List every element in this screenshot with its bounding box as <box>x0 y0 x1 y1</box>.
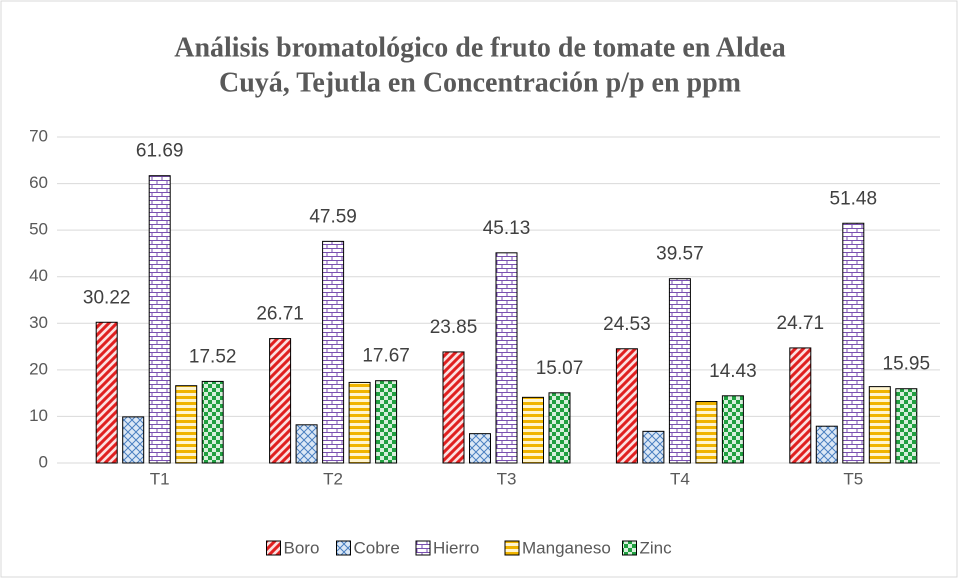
bar <box>442 351 465 464</box>
data-label: 39.57 <box>656 244 704 265</box>
bar <box>868 386 891 464</box>
data-label: 30.22 <box>83 287 131 308</box>
bar <box>322 240 345 464</box>
bar <box>148 175 171 464</box>
legend-label: Hierro <box>433 538 479 557</box>
y-tick-label: 10 <box>29 406 48 425</box>
data-label: 17.52 <box>189 346 237 367</box>
legend-label: Boro <box>284 538 320 557</box>
y-tick-label: 30 <box>29 313 48 332</box>
y-tick-label: 60 <box>29 173 48 192</box>
data-label: 17.67 <box>362 346 410 367</box>
bar <box>695 401 718 464</box>
data-label: 15.07 <box>536 358 584 379</box>
x-tick-label: T1 <box>150 469 170 488</box>
bar <box>495 252 518 464</box>
bar <box>789 347 812 464</box>
legend-swatch <box>415 540 431 556</box>
data-label: 45.13 <box>483 218 531 239</box>
y-tick-label: 0 <box>39 452 48 471</box>
legend-swatch <box>336 540 351 556</box>
bar <box>668 278 691 464</box>
chart-title: Análisis bromatológico de fruto de tomat… <box>174 32 786 63</box>
legend-label: Manganeso <box>522 538 611 557</box>
bar <box>122 416 145 464</box>
bar <box>295 424 318 464</box>
data-label: 51.48 <box>830 188 878 209</box>
legend-swatch <box>622 540 637 556</box>
legend-label: Zinc <box>640 538 673 557</box>
chart-title: Cuyá, Tejutla en Concentración p/p en pp… <box>219 67 741 98</box>
x-tick-label: T4 <box>670 469 690 488</box>
bar <box>469 433 491 464</box>
data-label: 24.71 <box>777 313 825 334</box>
bar <box>175 385 198 464</box>
bar <box>895 388 918 464</box>
x-tick-label: T2 <box>323 469 343 488</box>
bar <box>842 222 865 464</box>
y-tick-label: 70 <box>29 126 48 145</box>
bar <box>642 430 665 464</box>
y-tick-label: 50 <box>29 220 48 239</box>
data-label: 15.95 <box>883 354 931 375</box>
data-label: 61.69 <box>136 141 184 162</box>
bar <box>375 380 398 464</box>
data-label: 14.43 <box>709 361 757 382</box>
bar <box>269 338 292 464</box>
y-tick-label: 40 <box>29 266 48 285</box>
bar <box>548 392 571 464</box>
data-label: 24.53 <box>603 314 651 335</box>
x-tick-label: T5 <box>843 469 863 488</box>
bar <box>815 425 838 464</box>
bar <box>615 348 638 464</box>
y-tick-label: 20 <box>29 359 48 378</box>
legend-swatch <box>266 540 281 556</box>
bar <box>522 396 544 464</box>
data-label: 47.59 <box>309 206 357 227</box>
bar <box>348 381 371 464</box>
legend-label: Cobre <box>354 538 400 557</box>
data-label: 26.71 <box>256 304 304 325</box>
legend-swatch <box>504 540 520 556</box>
bar <box>95 321 118 464</box>
bar <box>721 395 744 464</box>
bar <box>201 380 224 464</box>
data-label: 23.85 <box>430 317 478 338</box>
x-tick-label: T3 <box>497 469 517 488</box>
